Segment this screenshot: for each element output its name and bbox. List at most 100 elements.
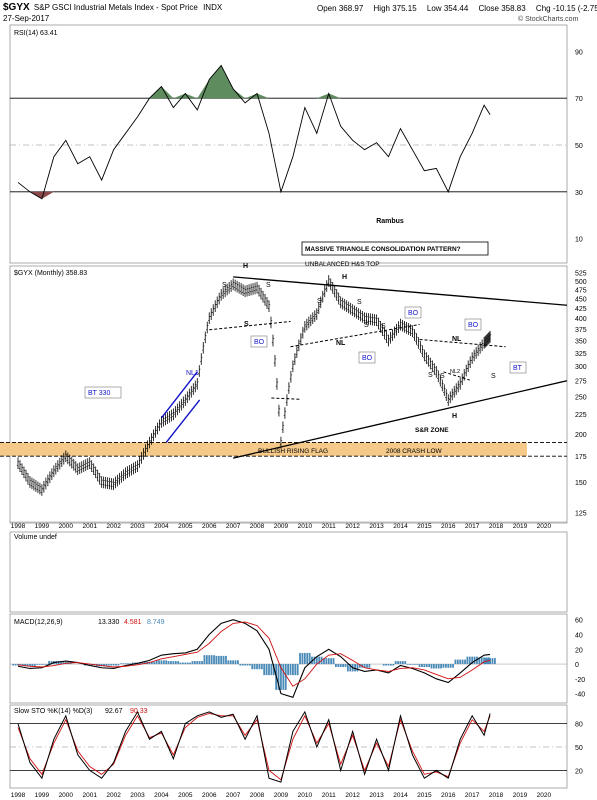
- sr-zone: [0, 442, 527, 457]
- price-bar: [445, 389, 448, 401]
- macd-histogram-bar: [143, 661, 146, 665]
- price-bar: [271, 334, 275, 347]
- macd-histogram-bar: [444, 664, 447, 668]
- macd-histogram-bar: [301, 652, 304, 665]
- sto-x-tick-label: 2005: [178, 792, 193, 799]
- price-x-tick-label: 2003: [130, 523, 145, 530]
- macd-histogram-bar: [385, 664, 388, 666]
- price-bar: [68, 454, 71, 467]
- price-bar: [359, 309, 362, 322]
- macd-histogram-bar: [57, 661, 60, 665]
- price-bar: [36, 481, 40, 494]
- macd-histogram-bar: [239, 664, 242, 666]
- macd-histogram-bar: [41, 664, 43, 665]
- price-bar: [351, 304, 354, 316]
- price-bar: [335, 289, 338, 301]
- price-x-tick-label: 2014: [393, 523, 408, 530]
- annotation-label: S: [428, 372, 433, 379]
- macd-histogram-bar: [153, 661, 156, 665]
- price-bar: [208, 312, 211, 325]
- price-bar: [468, 356, 472, 368]
- price-bar: [118, 472, 121, 485]
- macd-histogram-bar: [394, 661, 397, 665]
- price-tick-label: 500: [575, 279, 587, 286]
- price-bar: [349, 302, 352, 315]
- price-bar: [188, 388, 191, 401]
- price-bar: [239, 283, 243, 295]
- macd-histogram-bar: [435, 664, 438, 669]
- price-bar: [32, 478, 36, 491]
- macd-histogram-bar: [62, 661, 65, 665]
- macd-histogram-bar: [363, 664, 366, 668]
- price-bar: [70, 456, 73, 469]
- macd-histogram-bar: [225, 655, 227, 665]
- macd-histogram-bar: [229, 660, 232, 665]
- low-label: Low: [426, 4, 442, 13]
- price-x-tick-label: 2006: [202, 523, 217, 530]
- macd-histogram-bar: [454, 659, 457, 665]
- price-bar: [472, 349, 476, 362]
- price-bar: [158, 419, 161, 432]
- macd-histogram-bar: [382, 664, 385, 666]
- sto-x-tick-label: 2015: [417, 792, 432, 799]
- macd-histogram-bar: [234, 660, 237, 665]
- macd-line: [17, 619, 491, 698]
- annotation-label: H: [342, 274, 347, 281]
- price-bar: [363, 312, 366, 325]
- macd-histogram-bar: [323, 658, 325, 665]
- neckline-nl2: [419, 338, 506, 348]
- macd-histogram-bar: [189, 662, 192, 665]
- price-bar: [247, 284, 251, 296]
- macd-histogram-bar: [246, 664, 249, 666]
- price-bar: [92, 463, 95, 476]
- macd-histogram-bar: [349, 664, 352, 672]
- price-bar: [229, 280, 233, 292]
- price-bar: [433, 363, 436, 375]
- macd-label: MACD(12,26,9): [14, 619, 63, 626]
- volume-panel: [9, 531, 568, 613]
- price-bar: [245, 284, 249, 297]
- annotation-label: UNBALANCED H&S TOP: [305, 261, 380, 268]
- macd-histogram-bar: [291, 664, 294, 676]
- price-tick-label: 350: [575, 338, 587, 345]
- macd-histogram-bar: [416, 664, 419, 665]
- price-bar: [184, 394, 187, 406]
- price-tick-label: 175: [575, 454, 587, 461]
- price-bar: [369, 313, 372, 326]
- macd-histogram-bar: [404, 661, 407, 665]
- macd-histogram-bar: [354, 664, 356, 672]
- price-x-tick-label: 2000: [59, 523, 74, 530]
- macd-histogram-bar: [167, 661, 170, 665]
- price-bar: [192, 383, 195, 395]
- macd-histogram-bar: [263, 664, 266, 676]
- price-bar: [231, 278, 235, 291]
- macd-histogram-bar: [184, 662, 187, 665]
- triangle-lower-line: [232, 380, 568, 459]
- macd-histogram-bar: [272, 664, 275, 676]
- price-bar: [156, 422, 159, 435]
- price-bar: [106, 477, 109, 489]
- macd-histogram-bar: [260, 664, 263, 670]
- price-bar: [52, 465, 56, 478]
- price-bar: [20, 463, 24, 476]
- macd-histogram-bar: [483, 657, 486, 665]
- price-bar: [415, 333, 418, 345]
- price-x-tick-label: 2017: [465, 523, 480, 530]
- price-bar: [459, 378, 462, 390]
- price-bar: [116, 474, 119, 487]
- price-tick-label: 275: [575, 379, 587, 386]
- callout-box: [358, 351, 376, 364]
- price-bar: [411, 325, 414, 338]
- macd-histogram-bar: [485, 657, 488, 665]
- price-bar: [291, 360, 295, 373]
- sto-k-value: 92.67: [105, 708, 123, 715]
- macd-histogram-bar: [124, 663, 127, 665]
- annotation-label: BO: [254, 339, 265, 346]
- price-bar: [130, 463, 133, 476]
- macd-histogram-bar: [387, 664, 390, 666]
- price-bar: [128, 465, 131, 477]
- price-bar: [164, 413, 167, 426]
- macd-histogram-bar: [170, 661, 172, 665]
- macd-histogram-bar: [306, 652, 309, 665]
- rsi-oversold-fill: [18, 191, 491, 199]
